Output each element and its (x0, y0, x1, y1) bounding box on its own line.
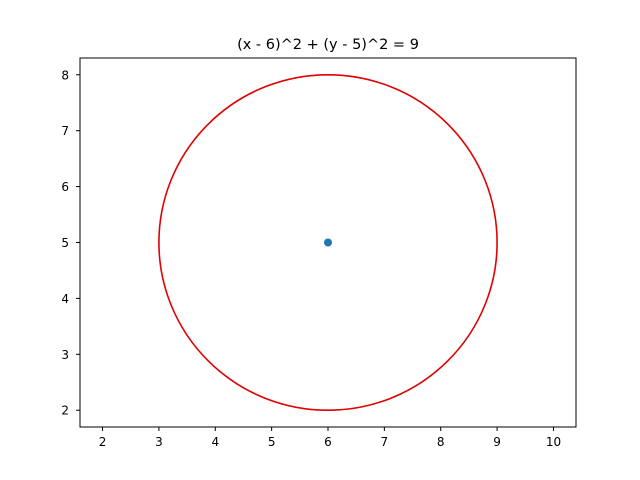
x-tick-label: 8 (437, 435, 445, 449)
center-point (324, 238, 332, 247)
x-tick-label: 10 (546, 435, 561, 449)
x-tick-label: 5 (268, 435, 276, 449)
x-tick-label: 7 (381, 435, 389, 449)
x-tick-label: 2 (99, 435, 107, 449)
y-tick-label: 4 (61, 292, 69, 306)
x-axis: 2 3 4 5 6 7 8 9 10 (99, 427, 561, 449)
x-tick-label: 6 (324, 435, 332, 449)
y-tick-label: 7 (61, 124, 69, 138)
y-tick-label: 5 (61, 236, 69, 250)
circle-curve (158, 73, 498, 412)
y-tick-label: 8 (61, 68, 69, 82)
y-tick-label: 2 (61, 404, 69, 418)
plot-area (158, 73, 498, 412)
x-tick-label: 3 (155, 435, 163, 449)
y-axis: 2 3 4 5 6 7 8 (61, 68, 80, 418)
x-tick-label: 4 (211, 435, 219, 449)
y-tick-label: 3 (61, 348, 69, 362)
chart-title: (x - 6)^2 + (y - 5)^2 = 9 (237, 37, 419, 53)
y-tick-label: 6 (61, 180, 69, 194)
x-tick-label: 9 (493, 435, 501, 449)
